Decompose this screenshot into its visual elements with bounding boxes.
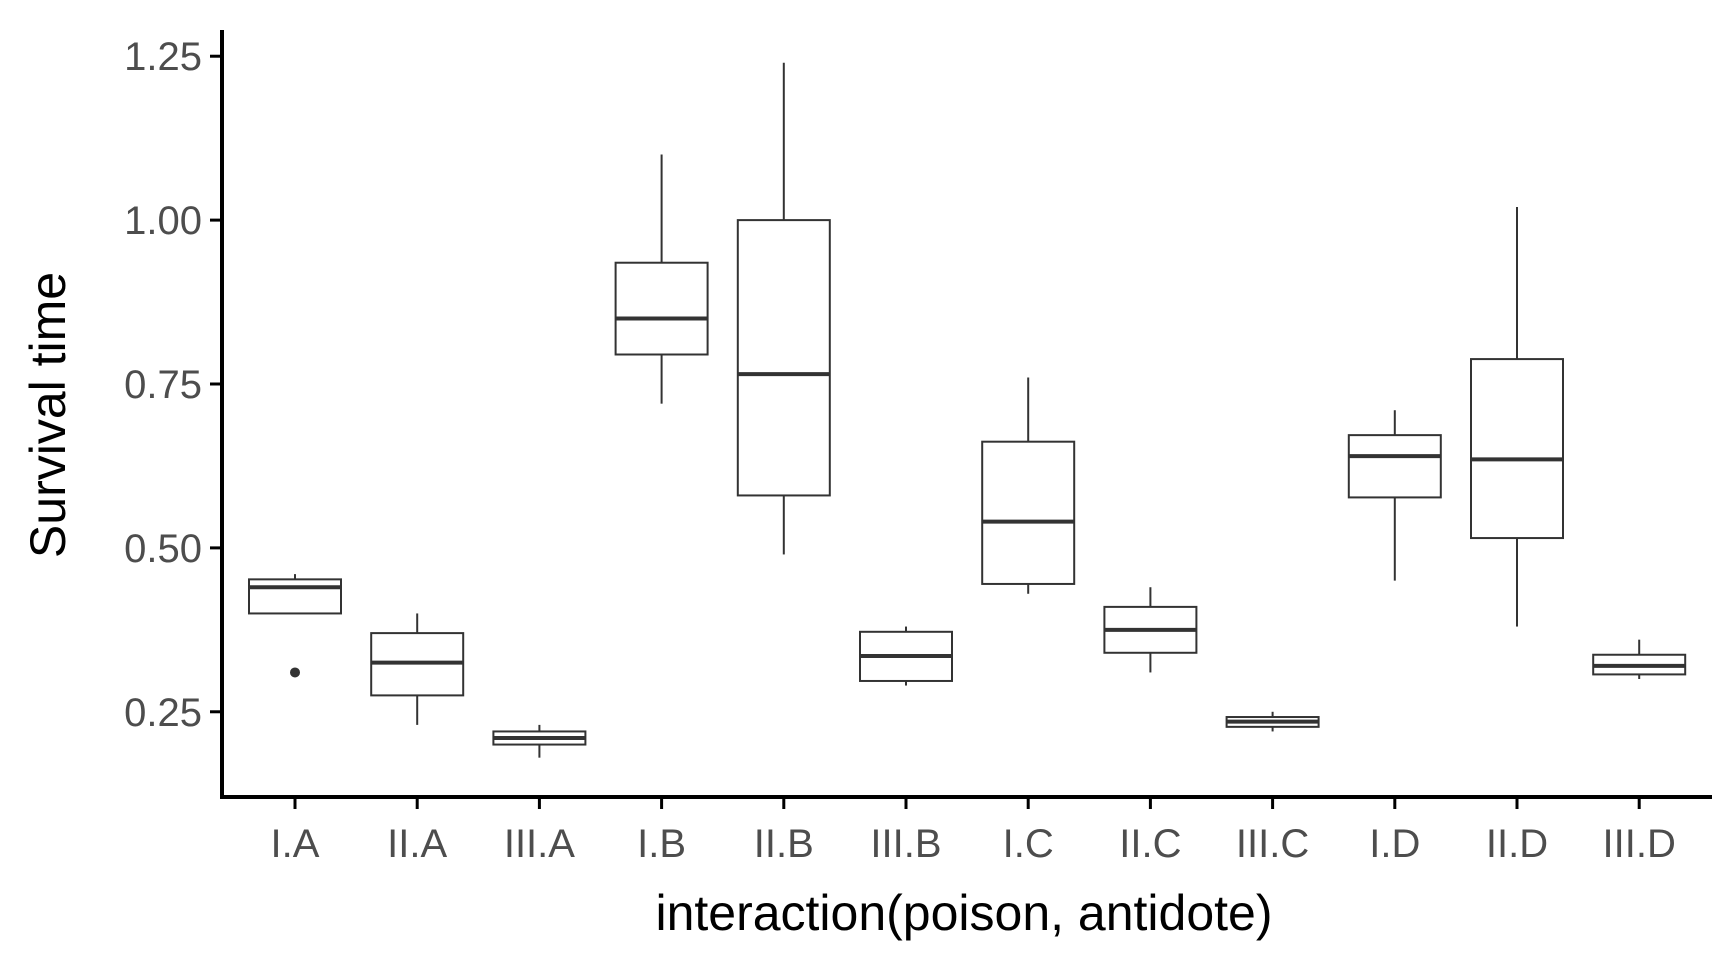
box-iii-a: [492, 724, 587, 758]
box-iii-c: [1225, 711, 1320, 732]
box-ii-a: [370, 613, 465, 725]
y-tick-label: 1.25: [124, 35, 202, 79]
x-tick-label: I.C: [1003, 822, 1054, 866]
x-tick-label: I.A: [271, 822, 320, 866]
x-tick-label: III.D: [1603, 822, 1676, 866]
y-tick-label: 0.50: [124, 527, 202, 571]
x-tick-label: II.C: [1119, 822, 1181, 866]
x-axis-title: interaction(poison, antidote): [655, 885, 1272, 941]
x-tick-label: I.B: [637, 822, 686, 866]
x-tick-label: III.B: [870, 822, 941, 866]
x-tick-label: II.A: [387, 822, 447, 866]
box-i-c: [981, 377, 1076, 594]
y-tick-label: 0.25: [124, 691, 202, 735]
plot-area: [248, 62, 1687, 758]
box-body: [736, 219, 831, 497]
box-ii-b: [736, 62, 831, 555]
box-i-a: [248, 574, 342, 678]
x-tick-label: II.B: [754, 822, 814, 866]
x-axis: I.A II.A III.A I.B II.B III.B I.C II.C III.C I.D I…: [220, 795, 1712, 866]
box-ii-c: [1103, 587, 1198, 673]
box-i-d: [1347, 410, 1442, 581]
box-body: [614, 261, 709, 356]
y-axis: 0.25 0.50 0.75 1.00 1.25: [124, 30, 224, 797]
outlier-point: [290, 667, 300, 678]
x-tick-label: III.C: [1236, 822, 1309, 866]
box-iii-d: [1592, 639, 1687, 679]
y-axis-title: Survival time: [20, 272, 76, 558]
box-body: [1347, 434, 1442, 499]
box-body: [248, 578, 342, 615]
box-body: [981, 440, 1076, 585]
box-body: [1470, 358, 1564, 540]
y-tick-label: 1.00: [124, 199, 202, 243]
box-i-b: [614, 154, 709, 404]
x-tick-label: III.A: [504, 822, 575, 866]
x-tick-label: I.D: [1369, 822, 1420, 866]
y-tick-label: 0.75: [124, 363, 202, 407]
x-tick-label: II.D: [1486, 822, 1548, 866]
box-ii-d: [1470, 207, 1564, 627]
box-iii-b: [859, 626, 953, 686]
